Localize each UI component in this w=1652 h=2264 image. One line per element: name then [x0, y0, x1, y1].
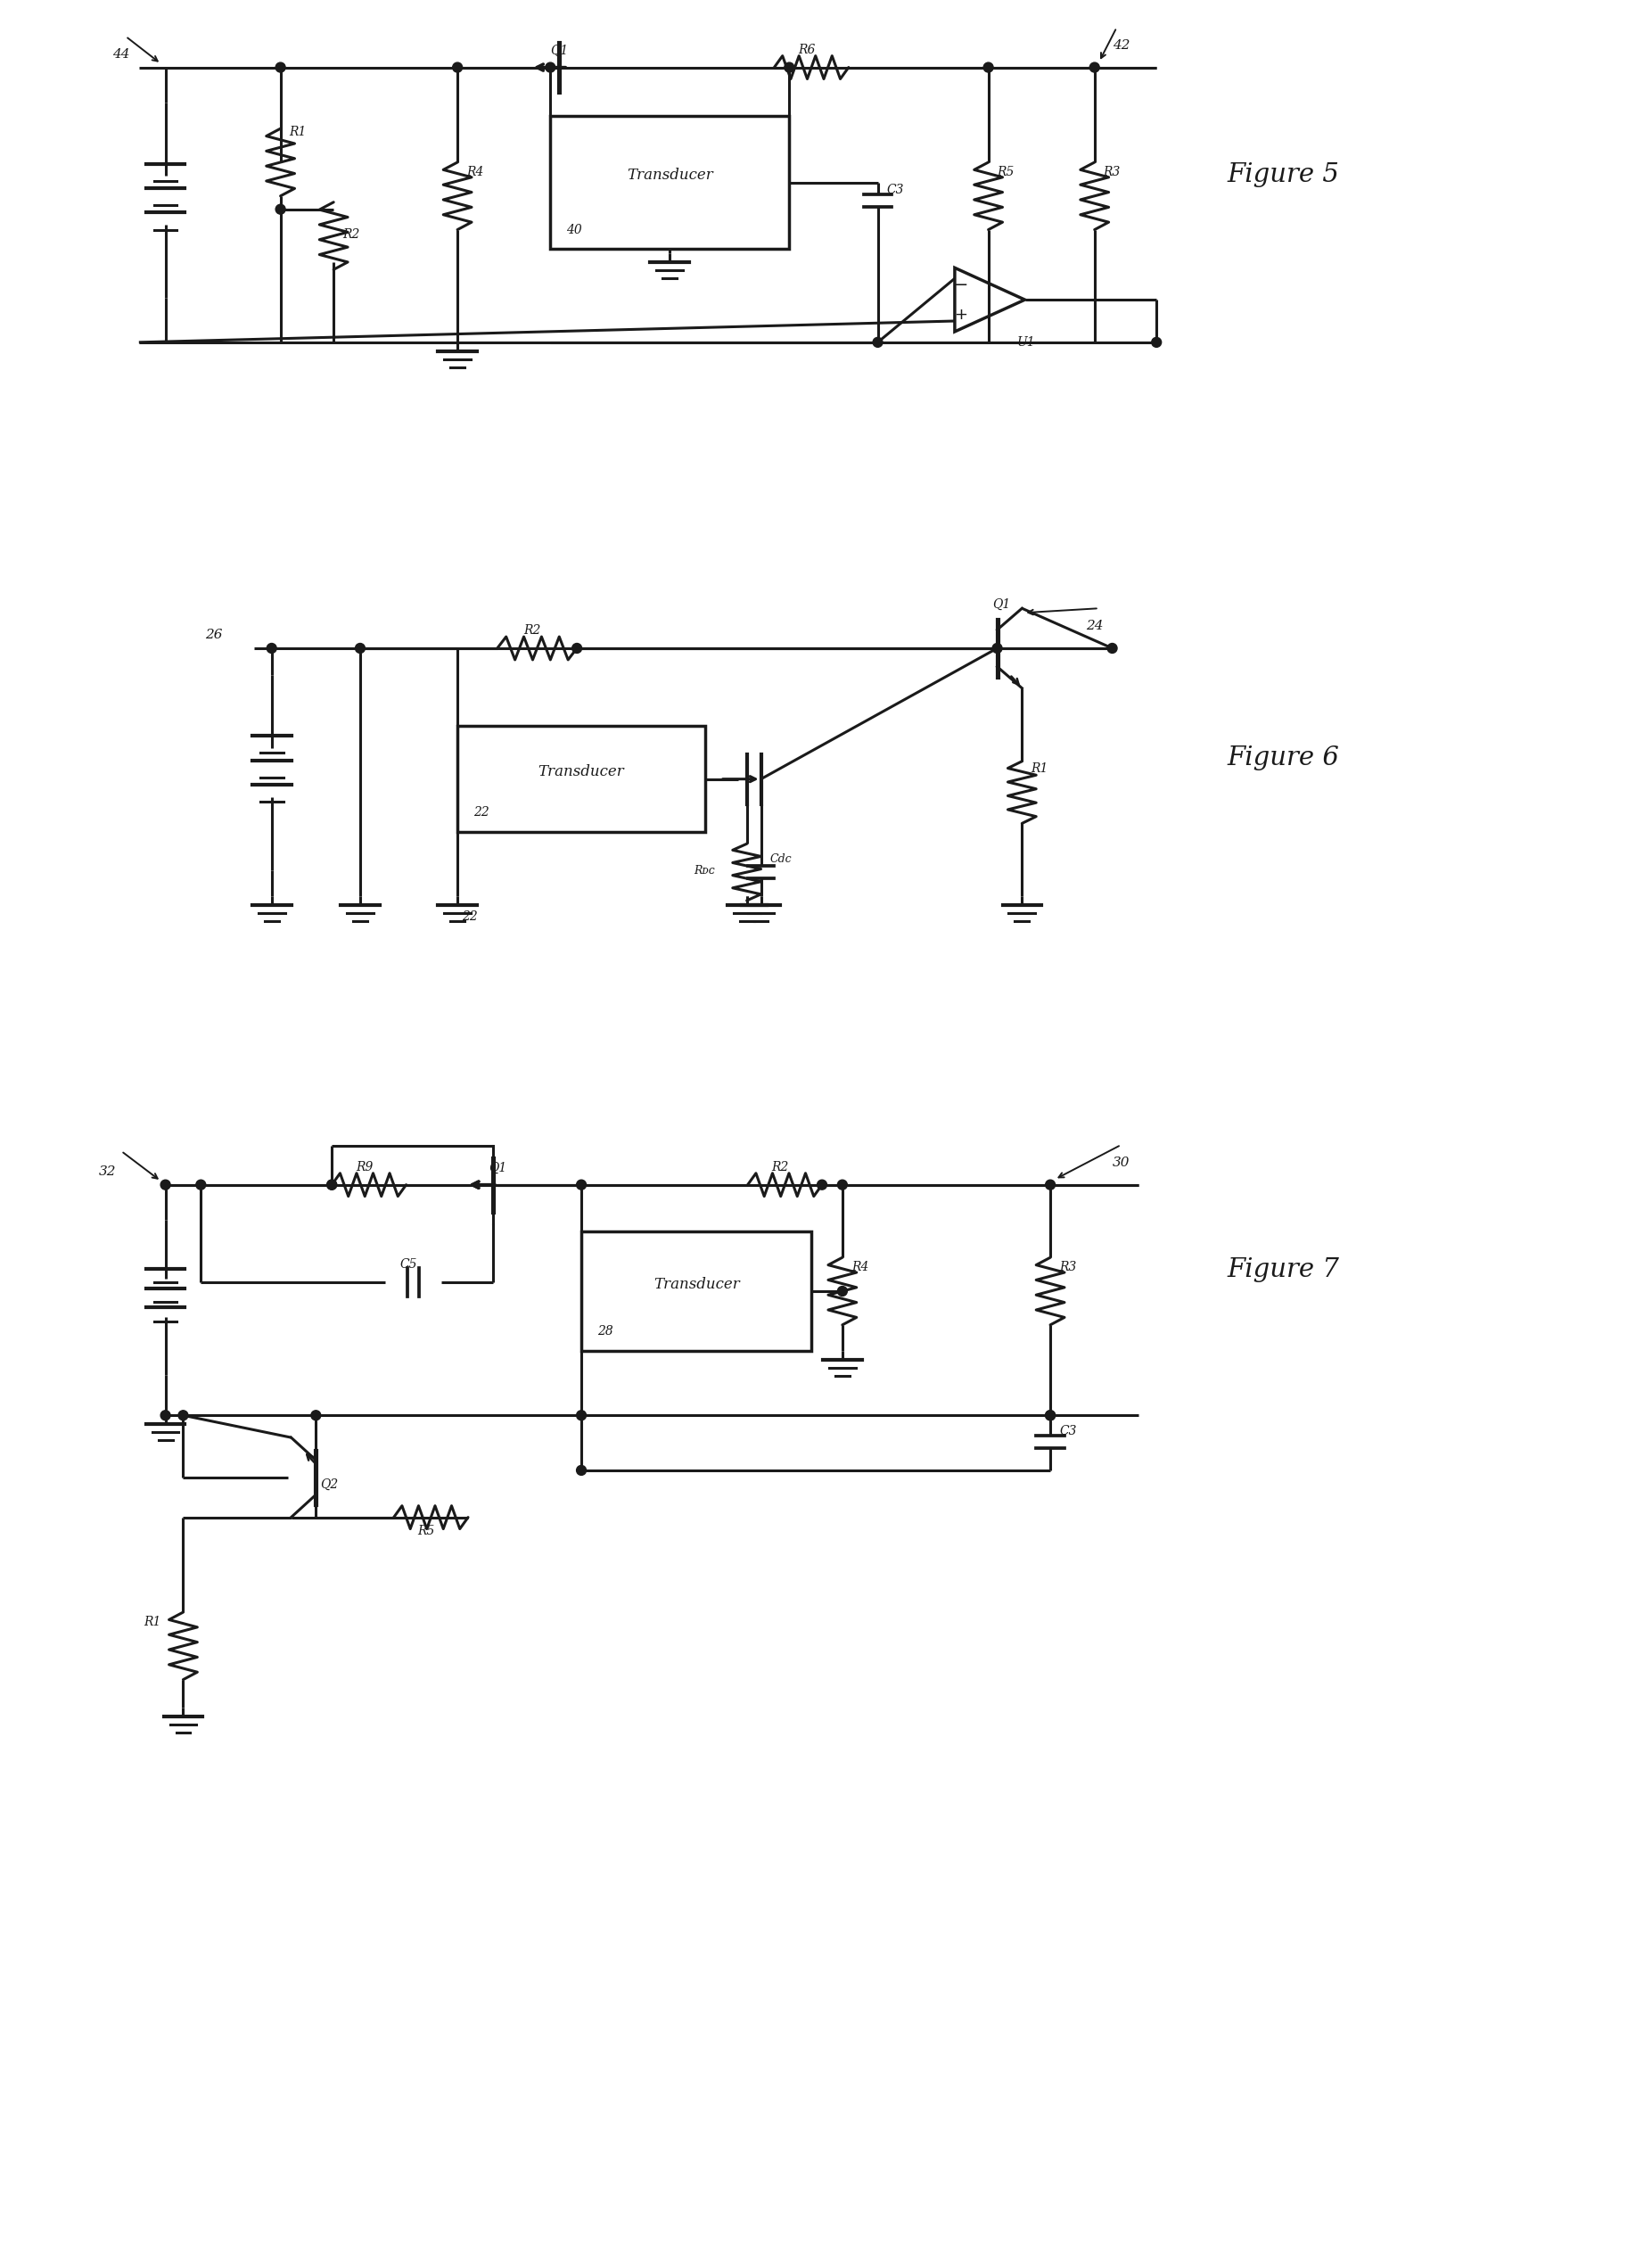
Text: C5: C5	[400, 1259, 418, 1270]
Text: 32: 32	[99, 1166, 117, 1177]
Text: −: −	[953, 276, 968, 294]
Text: Q1: Q1	[489, 1161, 507, 1175]
Circle shape	[872, 337, 882, 346]
Text: U1: U1	[1016, 335, 1036, 349]
Text: 30: 30	[1112, 1157, 1130, 1168]
Circle shape	[545, 63, 555, 72]
Text: Figure 7: Figure 7	[1227, 1257, 1340, 1281]
Text: R3: R3	[1059, 1261, 1077, 1272]
Circle shape	[577, 1465, 586, 1476]
Bar	[550, 115, 790, 249]
Circle shape	[1046, 1410, 1056, 1420]
Text: Q2: Q2	[320, 1478, 339, 1490]
Text: R3: R3	[1104, 165, 1120, 179]
Bar	[458, 727, 705, 833]
Circle shape	[327, 1180, 337, 1189]
Text: Rᴅᴄ: Rᴅᴄ	[694, 865, 715, 876]
Circle shape	[1046, 1180, 1056, 1189]
Circle shape	[197, 1180, 206, 1189]
Circle shape	[993, 643, 1003, 652]
Text: R5: R5	[998, 165, 1014, 179]
Circle shape	[838, 1180, 847, 1189]
Text: R5: R5	[418, 1524, 434, 1537]
Circle shape	[1090, 63, 1100, 72]
Circle shape	[838, 1286, 847, 1295]
Circle shape	[355, 643, 365, 652]
Circle shape	[327, 1180, 337, 1189]
Circle shape	[276, 63, 286, 72]
Text: Figure 6: Figure 6	[1227, 745, 1340, 770]
Circle shape	[311, 1410, 320, 1420]
Text: 28: 28	[598, 1324, 613, 1338]
Text: R2: R2	[771, 1161, 790, 1173]
Circle shape	[785, 63, 795, 72]
Circle shape	[160, 1180, 170, 1189]
Circle shape	[178, 1410, 188, 1420]
Text: R4: R4	[851, 1261, 869, 1272]
Text: 42: 42	[1112, 38, 1130, 52]
Text: R1: R1	[144, 1616, 160, 1628]
Text: C3: C3	[887, 183, 904, 197]
Text: R2: R2	[524, 625, 542, 636]
Circle shape	[572, 643, 582, 652]
Bar	[582, 1232, 811, 1352]
Circle shape	[818, 1180, 828, 1189]
Circle shape	[1151, 337, 1161, 346]
Text: Transducer: Transducer	[653, 1277, 740, 1293]
Text: 26: 26	[205, 629, 223, 641]
Text: 40: 40	[567, 224, 582, 235]
Text: C3: C3	[1059, 1424, 1077, 1438]
Text: R6: R6	[798, 43, 816, 57]
Text: R2: R2	[342, 229, 360, 240]
Circle shape	[577, 1180, 586, 1189]
Text: Q1: Q1	[550, 45, 568, 57]
Text: 24: 24	[1085, 620, 1104, 632]
Circle shape	[983, 63, 993, 72]
Circle shape	[276, 204, 286, 215]
Text: R9: R9	[355, 1161, 373, 1173]
Text: Cdc: Cdc	[770, 854, 791, 865]
Text: 22: 22	[474, 806, 489, 820]
Text: +: +	[955, 306, 968, 324]
Circle shape	[453, 63, 463, 72]
Circle shape	[1107, 643, 1117, 652]
Text: Transducer: Transducer	[539, 765, 624, 779]
Circle shape	[577, 1410, 586, 1420]
Text: Transducer: Transducer	[626, 168, 714, 183]
Circle shape	[1046, 1410, 1056, 1420]
Text: R4: R4	[466, 165, 484, 179]
Text: Figure 5: Figure 5	[1227, 163, 1340, 188]
Text: Q1: Q1	[993, 598, 1011, 611]
Text: R1: R1	[1031, 763, 1047, 774]
Circle shape	[160, 1410, 170, 1420]
Circle shape	[266, 643, 276, 652]
Text: 22: 22	[463, 910, 477, 924]
Text: 44: 44	[112, 48, 131, 61]
Text: R1: R1	[289, 127, 307, 138]
